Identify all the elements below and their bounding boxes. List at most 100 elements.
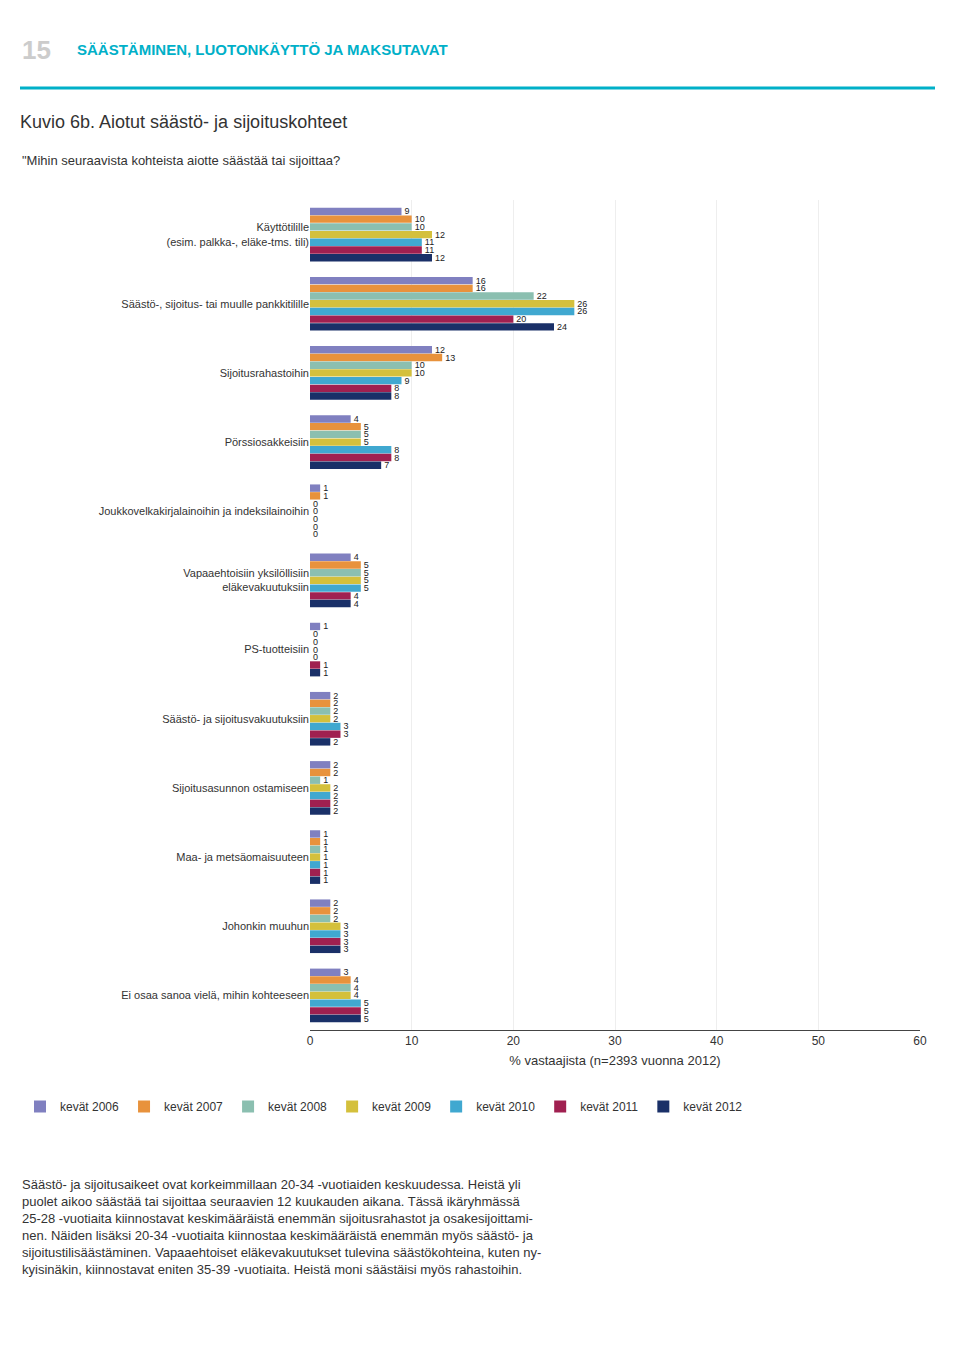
svg-text:4: 4 [354,591,359,601]
svg-text:5: 5 [364,1006,369,1016]
svg-text:Maa- ja metsäomaisuuteen: Maa- ja metsäomaisuuteen [176,851,309,863]
svg-text:2: 2 [333,914,338,924]
svg-text:5: 5 [364,568,369,578]
svg-text:SÄÄSTÄMINEN, LUOTONKÄYTTÖ JA M: SÄÄSTÄMINEN, LUOTONKÄYTTÖ JA MAKSUTAVAT [77,41,448,58]
svg-text:13: 13 [445,353,455,363]
svg-text:8: 8 [394,391,399,401]
svg-text:24: 24 [557,322,567,332]
svg-text:0: 0 [307,1034,314,1048]
svg-text:kevät 2007: kevät 2007 [164,1100,223,1114]
svg-text:4: 4 [354,414,359,424]
svg-text:2: 2 [333,714,338,724]
svg-text:7: 7 [384,460,389,470]
svg-text:2: 2 [333,783,338,793]
svg-text:1: 1 [323,868,328,878]
svg-text:Säästö-, sijoitus- tai muulle: Säästö-, sijoitus- tai muulle pankkitili… [121,298,309,310]
svg-text:0: 0 [313,645,318,655]
svg-text:1: 1 [323,844,328,854]
svg-text:10: 10 [415,368,425,378]
svg-text:11: 11 [425,245,434,255]
svg-text:12: 12 [435,230,445,240]
svg-text:8: 8 [394,445,399,455]
svg-text:kevät 2011: kevät 2011 [580,1100,638,1114]
svg-text:2: 2 [333,760,338,770]
svg-text:2: 2 [333,906,338,916]
svg-text:4: 4 [354,599,359,609]
svg-text:Kuvio 6b. Aiotut säästö- ja si: Kuvio 6b. Aiotut säästö- ja sijoituskoht… [20,112,347,132]
svg-text:8: 8 [394,383,399,393]
svg-text:3: 3 [344,929,349,939]
svg-text:Johonkin muuhun: Johonkin muuhun [222,920,309,932]
svg-text:0: 0 [313,629,318,639]
svg-text:Joukkovelkakirjalainoihin ja i: Joukkovelkakirjalainoihin ja indeksilain… [99,505,309,517]
svg-text:15: 15 [22,35,51,65]
svg-text:Säästö- ja sijoitusaikeet ovat: Säästö- ja sijoitusaikeet ovat korkeimmi… [22,1177,541,1277]
svg-text:5: 5 [364,437,369,447]
svg-text:2: 2 [333,806,338,816]
svg-text:1: 1 [323,491,328,501]
svg-text:2: 2 [333,798,338,808]
svg-text:1: 1 [323,852,328,862]
svg-text:5: 5 [364,575,369,585]
svg-text:5: 5 [364,422,369,432]
svg-text:Sijoitusrahastoihin: Sijoitusrahastoihin [220,367,309,379]
svg-text:5: 5 [364,560,369,570]
svg-text:60: 60 [913,1034,927,1048]
svg-text:12: 12 [435,345,445,355]
svg-text:2: 2 [333,791,338,801]
svg-text:30: 30 [608,1034,622,1048]
svg-text:1: 1 [323,775,328,785]
svg-text:5: 5 [364,429,369,439]
svg-text:2: 2 [333,698,338,708]
svg-text:8: 8 [394,453,399,463]
svg-text:1: 1 [323,875,328,885]
svg-text:2: 2 [333,691,338,701]
svg-text:3: 3 [344,937,349,947]
svg-text:% vastaajista (n=2393 vuonna 2: % vastaajista (n=2393 vuonna 2012) [509,1053,720,1068]
svg-text:0: 0 [313,529,318,539]
svg-text:kevät 2006: kevät 2006 [60,1100,119,1114]
svg-text:26: 26 [577,306,587,316]
svg-text:12: 12 [435,253,445,263]
svg-text:"Mihin seuraavista kohteista a: "Mihin seuraavista kohteista aiotte sääs… [22,153,340,168]
svg-text:4: 4 [354,990,359,1000]
svg-text:5: 5 [364,1014,369,1024]
svg-text:16: 16 [476,276,486,286]
svg-text:Sijoitusasunnon ostamiseen: Sijoitusasunnon ostamiseen [172,782,309,794]
svg-text:3: 3 [344,729,349,739]
svg-text:4: 4 [354,552,359,562]
svg-text:9: 9 [405,376,410,386]
svg-text:PS-tuotteisiin: PS-tuotteisiin [244,643,309,655]
svg-text:kevät 2008: kevät 2008 [268,1100,327,1114]
svg-text:16: 16 [476,283,486,293]
svg-text:2: 2 [333,898,338,908]
svg-text:10: 10 [415,214,425,224]
svg-text:2: 2 [333,737,338,747]
svg-text:Pörssiosakkeisiin: Pörssiosakkeisiin [225,436,309,448]
svg-text:1: 1 [323,668,328,678]
svg-text:0: 0 [313,506,318,516]
svg-text:Ei osaa sanoa vielä, mihin koh: Ei osaa sanoa vielä, mihin kohteeseen [121,989,309,1001]
svg-text:Vapaaehtoisiin yksilöllisiinel: Vapaaehtoisiin yksilöllisiineläkevakuutu… [183,567,309,593]
svg-text:3: 3 [344,721,349,731]
svg-text:2: 2 [333,706,338,716]
svg-text:4: 4 [354,983,359,993]
svg-text:1: 1 [323,660,328,670]
svg-text:10: 10 [405,1034,419,1048]
svg-text:Käyttötilille(esim. palkka-, e: Käyttötilille(esim. palkka-, eläke-tms. … [167,221,309,247]
svg-text:20: 20 [516,314,526,324]
svg-text:3: 3 [344,921,349,931]
svg-text:3: 3 [344,944,349,954]
svg-text:40: 40 [710,1034,724,1048]
svg-text:5: 5 [364,998,369,1008]
svg-text:1: 1 [323,829,328,839]
svg-text:4: 4 [354,975,359,985]
svg-text:0: 0 [313,637,318,647]
svg-text:0: 0 [313,522,318,532]
svg-text:0: 0 [313,514,318,524]
svg-text:5: 5 [364,583,369,593]
svg-text:1: 1 [323,837,328,847]
svg-text:kevät 2009: kevät 2009 [372,1100,431,1114]
svg-text:Säästö- ja sijoitusvakuutuksii: Säästö- ja sijoitusvakuutuksiin [162,713,309,725]
svg-text:3: 3 [344,967,349,977]
